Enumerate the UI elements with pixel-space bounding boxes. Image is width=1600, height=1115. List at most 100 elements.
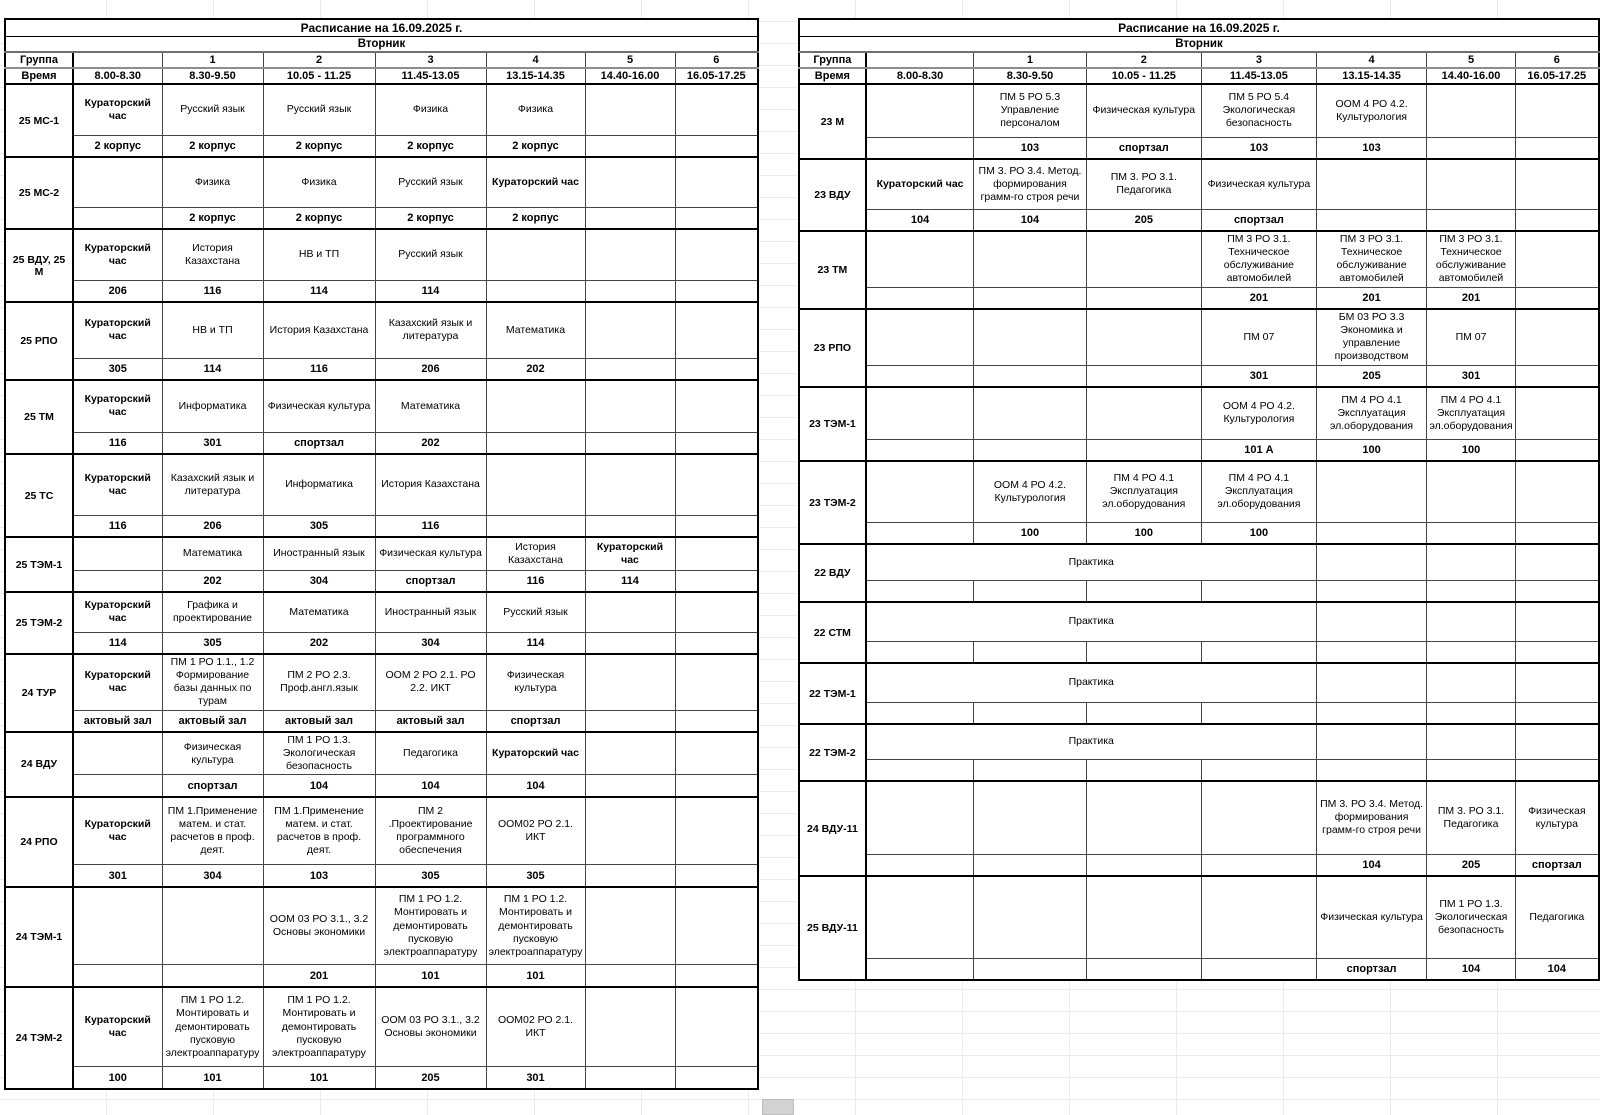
room-cell[interactable]: [865, 758, 975, 782]
subject-cell[interactable]: Графика и проектирование: [161, 591, 264, 633]
subject-cell[interactable]: ПМ 2 .Проектирование программного обеспе…: [374, 795, 487, 866]
room-cell[interactable]: [973, 957, 1087, 981]
subject-cell[interactable]: История Казахстана: [161, 228, 264, 281]
subject-cell[interactable]: ПМ 1 РО 1.2. Монтировать и демонтировать…: [485, 885, 586, 966]
subject-cell[interactable]: Русский язык: [485, 591, 586, 633]
room-cell[interactable]: спортзал: [161, 774, 264, 798]
room-cell[interactable]: [674, 514, 759, 538]
subject-cell[interactable]: Иностранный язык: [374, 591, 487, 633]
room-cell[interactable]: актовый зал: [72, 709, 163, 733]
room-cell[interactable]: 305: [161, 631, 264, 655]
subject-cell[interactable]: [973, 780, 1087, 855]
room-cell[interactable]: 100: [1201, 521, 1317, 545]
room-cell[interactable]: 116: [262, 357, 376, 381]
room-cell[interactable]: 206: [161, 514, 264, 538]
room-cell[interactable]: [72, 569, 163, 593]
room-cell[interactable]: 100: [1315, 438, 1428, 462]
room-cell[interactable]: 114: [374, 279, 487, 303]
subject-cell[interactable]: Кураторский час: [485, 156, 586, 208]
room-cell[interactable]: [584, 709, 676, 733]
room-cell[interactable]: актовый зал: [262, 709, 376, 733]
subject-cell[interactable]: ПМ 1.Применение матем. и стат. расчетов …: [262, 795, 376, 866]
group-name-cell[interactable]: 25 РПО: [4, 301, 74, 381]
room-cell[interactable]: [674, 431, 759, 455]
subject-cell[interactable]: Педагогика: [374, 731, 487, 776]
subject-cell[interactable]: ПМ 3. РО 3.4. Метод. формирования грамм-…: [973, 158, 1087, 210]
subject-cell[interactable]: [1426, 543, 1516, 581]
subject-cell[interactable]: ПМ 1 РО 1.2. Монтировать и демонтировать…: [161, 985, 264, 1068]
room-cell[interactable]: 2 корпус: [374, 134, 487, 158]
subject-cell[interactable]: [584, 379, 676, 433]
group-name-cell[interactable]: 25 ВДУ, 25 М: [4, 228, 74, 303]
subject-cell[interactable]: ПМ 07: [1426, 308, 1516, 366]
subject-cell[interactable]: [584, 591, 676, 633]
subject-cell[interactable]: [584, 653, 676, 711]
subject-cell[interactable]: Кураторский час: [72, 453, 163, 516]
subject-cell[interactable]: [674, 536, 759, 571]
group-name-cell[interactable]: 22 ТЭМ-2: [798, 723, 867, 782]
time-header-cell[interactable]: 14.40-16.00: [1426, 67, 1516, 85]
room-cell[interactable]: [1201, 758, 1317, 782]
room-cell[interactable]: 202: [485, 357, 586, 381]
period-number-cell[interactable]: 5: [584, 51, 676, 69]
group-name-cell[interactable]: 25 ВДУ-11: [798, 875, 867, 981]
subject-cell[interactable]: [1514, 460, 1600, 523]
subject-cell[interactable]: ООМ 4 РО 4.2. Культурология: [1201, 386, 1317, 440]
room-cell[interactable]: 305: [374, 864, 487, 888]
room-cell[interactable]: [1514, 640, 1600, 664]
subject-cell[interactable]: Русский язык: [262, 83, 376, 136]
room-cell[interactable]: [1315, 521, 1428, 545]
room-cell[interactable]: [674, 279, 759, 303]
subject-cell[interactable]: Физика: [161, 156, 264, 208]
time-header-cell[interactable]: 8.30-9.50: [161, 67, 264, 85]
room-cell[interactable]: 104: [1315, 853, 1428, 877]
room-cell[interactable]: 114: [72, 631, 163, 655]
room-cell[interactable]: спортзал: [1085, 136, 1203, 160]
room-cell[interactable]: 304: [374, 631, 487, 655]
room-cell[interactable]: [1514, 579, 1600, 603]
subject-cell[interactable]: [584, 985, 676, 1068]
room-cell[interactable]: 101: [374, 964, 487, 988]
schedule-title-cell[interactable]: Расписание на 16.09.2025 г.: [798, 18, 1600, 37]
subject-cell[interactable]: [161, 885, 264, 966]
subject-cell[interactable]: [72, 731, 163, 776]
room-cell[interactable]: [1201, 853, 1317, 877]
room-cell[interactable]: [584, 279, 676, 303]
period-number-cell[interactable]: 1: [973, 51, 1087, 69]
subject-cell[interactable]: [1315, 460, 1428, 523]
room-cell[interactable]: [674, 134, 759, 158]
group-name-cell[interactable]: 22 ВДУ: [798, 543, 867, 603]
subject-cell[interactable]: [1201, 780, 1317, 855]
room-cell[interactable]: 202: [262, 631, 376, 655]
subject-cell[interactable]: ПМ 1 РО 1.3. Экологическая безопасность: [1426, 875, 1516, 959]
subject-cell[interactable]: [865, 875, 975, 959]
subject-cell[interactable]: [1426, 460, 1516, 523]
subject-cell[interactable]: [72, 885, 163, 966]
subject-cell[interactable]: [1426, 83, 1516, 138]
room-cell[interactable]: [865, 136, 975, 160]
room-cell[interactable]: [865, 640, 975, 664]
room-cell[interactable]: [1426, 758, 1516, 782]
subject-cell[interactable]: Математика: [485, 301, 586, 359]
group-name-cell[interactable]: 24 ТУР: [4, 653, 74, 733]
subject-cell[interactable]: [584, 795, 676, 866]
room-cell[interactable]: 2 корпус: [262, 206, 376, 230]
group-name-cell[interactable]: 23 ТЭМ-1: [798, 386, 867, 462]
room-cell[interactable]: 206: [72, 279, 163, 303]
subject-cell[interactable]: [1315, 158, 1428, 210]
subject-cell[interactable]: ПМ 1 РО 1.2. Монтировать и демонтировать…: [262, 985, 376, 1068]
room-cell[interactable]: [1315, 579, 1428, 603]
room-cell[interactable]: 116: [72, 514, 163, 538]
time-header-cell[interactable]: 8.30-9.50: [973, 67, 1087, 85]
room-cell[interactable]: 2 корпус: [161, 206, 264, 230]
subject-cell[interactable]: История Казахстана: [374, 453, 487, 516]
room-cell[interactable]: 205: [374, 1066, 487, 1090]
room-cell[interactable]: 100: [72, 1066, 163, 1090]
subject-cell[interactable]: Физическая культура: [374, 536, 487, 571]
subject-cell[interactable]: История Казахстана: [262, 301, 376, 359]
subject-cell[interactable]: ООМ02 РО 2.1. ИКТ: [485, 795, 586, 866]
group-name-cell[interactable]: 25 ТЭМ-2: [4, 591, 74, 655]
subject-cell[interactable]: ООМ 4 РО 4.2. Культурология: [973, 460, 1087, 523]
subject-cell[interactable]: [1085, 780, 1203, 855]
room-cell[interactable]: 201: [262, 964, 376, 988]
